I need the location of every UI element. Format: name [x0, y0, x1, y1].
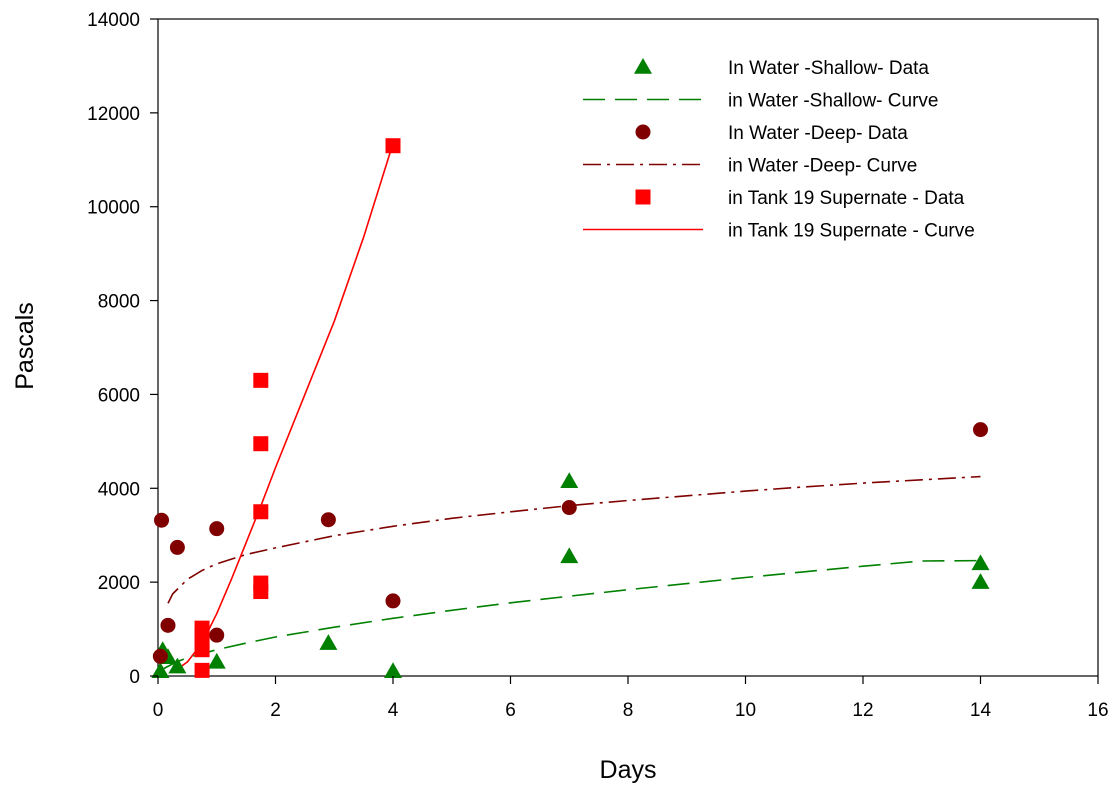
x-tick-label: 6: [505, 700, 516, 721]
x-tick-label: 16: [1087, 700, 1108, 721]
legend-label: in Tank 19 Supernate - Curve: [728, 221, 975, 242]
series-curve: [175, 143, 394, 672]
data-point-circle: [154, 512, 170, 528]
legend: In Water -Shallow- Data in Water -Shallow…: [583, 58, 975, 242]
data-point-circle: [152, 648, 168, 664]
data-point-square: [253, 584, 269, 600]
legend-marker-square: [635, 189, 651, 205]
x-tick-label: 8: [623, 700, 634, 721]
data-point-triangle: [971, 573, 990, 589]
x-tick-label: 14: [970, 700, 992, 721]
data-point-square: [194, 620, 210, 636]
data-point-circle: [973, 422, 988, 438]
x-tick-label: 2: [270, 700, 281, 721]
y-tick-label: 14000: [87, 10, 140, 31]
y-tick-label: 4000: [98, 479, 140, 500]
data-markers: [151, 138, 990, 679]
data-point-triangle: [384, 662, 402, 679]
data-point-circle: [320, 512, 336, 528]
legend-label: In Water -Shallow- Data: [728, 58, 929, 79]
data-point-circle: [385, 593, 401, 609]
x-tick-label: 0: [153, 700, 164, 721]
data-point-square: [253, 372, 269, 388]
x-axis-ticks: 0 2 4 6 8 10 12 14 16: [153, 676, 1109, 721]
data-point-circle: [561, 500, 577, 516]
legend-label: in Water -Deep- Curve: [728, 156, 917, 177]
data-point-triangle: [151, 662, 170, 679]
legend-marker-triangle: [634, 58, 652, 74]
legend-label: in Tank 19 Supernate - Data: [728, 188, 965, 209]
y-axis-ticks: 0 2000 4000 6000 8000 10000 12000 14000: [87, 10, 158, 688]
x-tick-label: 10: [735, 700, 756, 721]
data-point-triangle: [168, 657, 187, 674]
plot-frame: [157, 18, 1099, 677]
series-curve: [167, 475, 981, 604]
y-tick-label: 6000: [98, 385, 140, 406]
legend-marker-circle: [635, 124, 651, 140]
data-point-circle: [169, 539, 185, 555]
data-point-circle: [209, 521, 225, 537]
y-axis-title: Pascals: [11, 302, 39, 390]
data-point-square: [253, 436, 269, 452]
data-point-triangle: [971, 554, 990, 571]
y-tick-label: 12000: [87, 104, 140, 125]
data-point-triangle: [560, 472, 579, 488]
x-axis-title: Days: [600, 756, 657, 784]
data-point-triangle: [207, 652, 226, 669]
plot-area-border: [157, 18, 1099, 677]
data-point-circle: [209, 627, 225, 643]
legend-label: in Water -Shallow- Curve: [728, 91, 938, 112]
data-point-triangle: [560, 547, 579, 564]
x-tick-label: 12: [852, 700, 873, 721]
legend-label: In Water -Deep- Data: [728, 123, 908, 144]
series-curve: [163, 559, 981, 670]
data-point-square: [253, 504, 269, 520]
x-tick-label: 4: [388, 700, 399, 721]
y-tick-label: 0: [129, 667, 140, 688]
data-point-square: [194, 662, 210, 678]
y-tick-label: 10000: [87, 198, 140, 219]
data-point-triangle: [319, 634, 338, 650]
data-point-circle: [160, 617, 176, 633]
y-tick-label: 2000: [98, 573, 140, 594]
data-point-square: [385, 138, 401, 154]
y-tick-label: 8000: [98, 292, 140, 313]
